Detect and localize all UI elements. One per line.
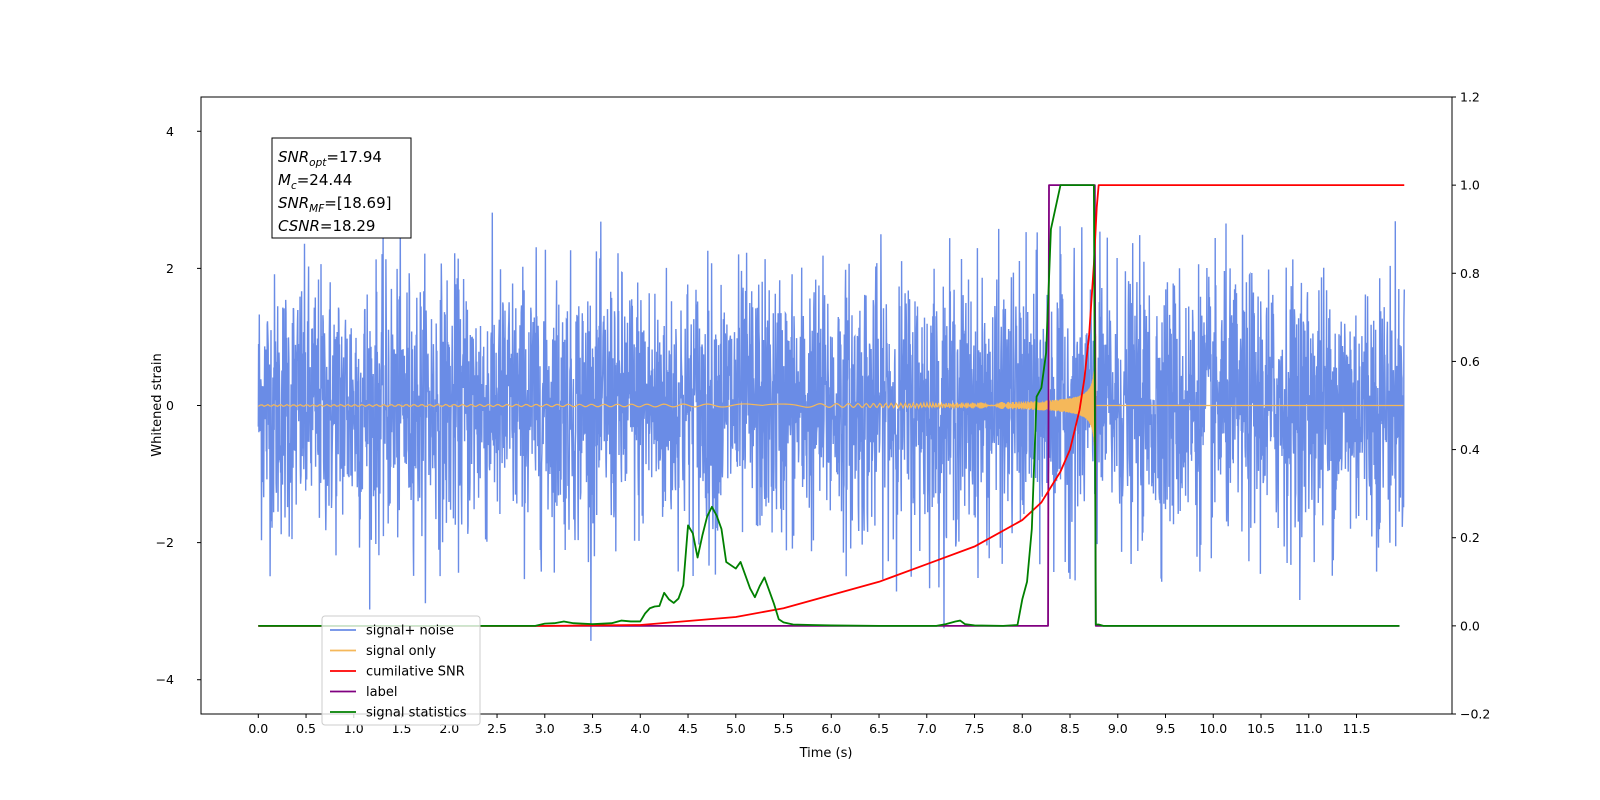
y2-tick-label: 0.6 xyxy=(1460,354,1480,369)
legend-frame xyxy=(321,615,481,726)
y-axis-label: Whitened strain xyxy=(150,353,165,456)
y2-tick-label: 0.2 xyxy=(1460,530,1480,545)
legend-entry: label xyxy=(366,685,397,700)
x-tick-label: 8.5 xyxy=(1060,721,1080,736)
legend-entry: signal+ noise xyxy=(366,624,454,639)
y-tick-label: 2 xyxy=(166,261,174,276)
y2-tick-label: 0.4 xyxy=(1460,442,1480,457)
annotation-line: CSNR=18.29 xyxy=(278,217,375,235)
legend: signal+ noise signal only cumilative SNR la… xyxy=(321,615,481,726)
y-tick-label: 4 xyxy=(166,124,174,139)
x-tick-label: 5.5 xyxy=(774,721,794,736)
series-layer xyxy=(257,184,1405,641)
legend-entry: cumilative SNR xyxy=(366,665,465,680)
x-tick-label: 2.5 xyxy=(487,721,507,736)
x-tick-label: 4.0 xyxy=(630,721,650,736)
y2-tick-label: −0.2 xyxy=(1460,707,1490,722)
x-tick-label: 8.0 xyxy=(1012,721,1032,736)
x-tick-label: 9.5 xyxy=(1156,721,1176,736)
y-tick-label: −4 xyxy=(156,672,174,687)
y-tick-label: −2 xyxy=(156,535,174,550)
x-tick-label: 11.0 xyxy=(1295,721,1323,736)
x-tick-label: 3.5 xyxy=(583,721,603,736)
legend-entry: signal only xyxy=(366,644,436,659)
y2-tick-label: 0.0 xyxy=(1460,618,1480,633)
annotation-line: SNRopt=17.94 xyxy=(278,148,382,169)
x-tick-label: 7.0 xyxy=(917,721,937,736)
x-tick-label: 6.5 xyxy=(869,721,889,736)
y2-tick-label: 0.8 xyxy=(1460,266,1480,281)
series-signal-noise-line xyxy=(257,212,1405,641)
x-axis-label: Time (s) xyxy=(799,746,853,761)
x-tick-label: 0.5 xyxy=(296,721,316,736)
x-tick-label: 10.0 xyxy=(1199,721,1227,736)
x-axis: 0.0 0.5 1.0 1.5 2.0 2.5 3.0 3.5 4.0 4.5 5.0 5.5 6.0 6… xyxy=(248,714,1370,736)
series-signal-statistics-line xyxy=(258,184,1400,627)
x-tick-label: 0.0 xyxy=(248,721,268,736)
x-tick-label: 6.0 xyxy=(821,721,841,736)
annotation-line: SNRMF=[18.69] xyxy=(278,194,392,215)
y-axis-left: −4 −2 0 2 4 xyxy=(156,124,201,687)
x-tick-label: 10.5 xyxy=(1247,721,1275,736)
annotation-frame xyxy=(271,137,412,239)
y-axis-right: −0.2 0.0 0.2 0.4 0.6 0.8 1.0 1.2 xyxy=(1452,90,1490,722)
x-tick-label: 9.0 xyxy=(1108,721,1128,736)
x-tick-label: 4.5 xyxy=(678,721,698,736)
x-tick-label: 11.5 xyxy=(1343,721,1371,736)
x-tick-label: 5.0 xyxy=(726,721,746,736)
y2-tick-label: 1.0 xyxy=(1460,178,1480,193)
y-tick-label: 0 xyxy=(166,398,174,413)
x-tick-label: 7.5 xyxy=(965,721,985,736)
y2-tick-label: 1.2 xyxy=(1460,90,1480,105)
legend-entry: signal statistics xyxy=(366,706,467,721)
x-tick-label: 3.0 xyxy=(535,721,555,736)
annotation-line: Mc=24.44 xyxy=(278,171,352,192)
